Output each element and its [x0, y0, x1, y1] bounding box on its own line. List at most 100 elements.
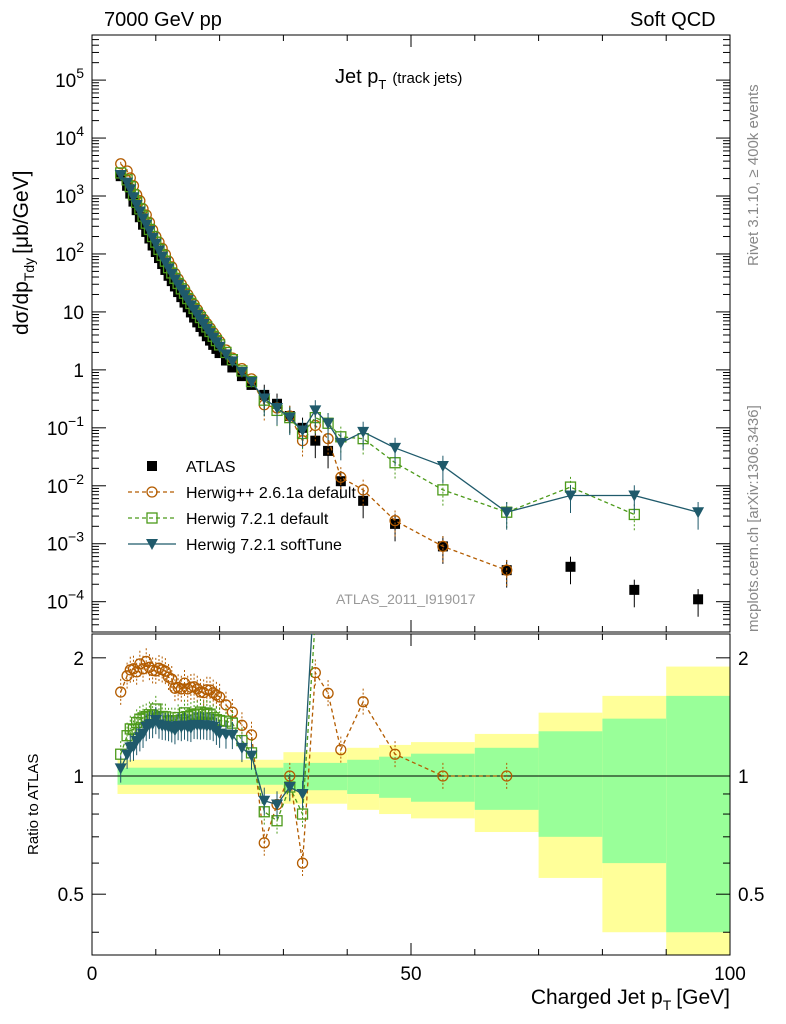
ratio-point — [178, 677, 191, 689]
ratio-point — [502, 378, 512, 388]
ratio-point — [226, 706, 239, 718]
data-point — [165, 269, 178, 281]
data-point — [296, 425, 309, 437]
ratio-point — [121, 730, 133, 742]
band-green — [347, 759, 380, 794]
ratio-point — [322, 687, 334, 699]
y-tick-label: 1 — [73, 361, 84, 382]
y-tick-label: 104 — [55, 123, 84, 150]
data-point — [389, 442, 402, 454]
band-green — [602, 718, 667, 864]
data-point — [219, 349, 232, 361]
process-label: Soft QCD — [630, 9, 716, 31]
ratio-point — [115, 686, 127, 698]
ratio-point — [389, 748, 401, 760]
ratio-point — [283, 782, 296, 794]
ratio-point — [501, 770, 513, 782]
data-point — [169, 281, 180, 292]
band-green — [379, 756, 411, 798]
ratio-tick-label-right: 1 — [738, 767, 749, 788]
x-tick-label: 100 — [714, 964, 746, 985]
ratio-tick-label-right: 2 — [738, 649, 749, 670]
data-point — [152, 245, 165, 257]
ratio-point — [310, 615, 320, 625]
data-point — [140, 219, 153, 231]
data-point — [220, 355, 231, 366]
ratio-point — [501, 378, 513, 389]
data-point — [564, 490, 577, 502]
band-green — [283, 762, 348, 791]
ratio-point — [438, 388, 448, 398]
legend-label: Herwig 7.2.1 softTune — [186, 537, 342, 554]
ratio-point — [245, 750, 258, 762]
data-point — [160, 264, 171, 275]
ratio-point — [628, 132, 640, 143]
legend-label: Herwig 7.2.1 default — [186, 511, 329, 528]
data-point — [226, 356, 239, 368]
data-point — [157, 259, 168, 270]
x-axis-label: Charged Jet pT [GeV] — [531, 986, 730, 1013]
ratio-point — [437, 226, 449, 237]
data-point — [133, 206, 146, 218]
data-point — [436, 460, 449, 472]
ratio-point — [629, 260, 639, 270]
data-point — [357, 426, 370, 438]
ratio-point — [296, 857, 309, 869]
data-point — [258, 393, 271, 405]
y-tick-label: 10−2 — [47, 471, 84, 498]
ratio-point — [323, 584, 333, 594]
ratio-tick-label: 2 — [73, 649, 84, 670]
data-point — [335, 471, 347, 483]
legend-label: ATLAS — [186, 459, 236, 476]
legend-marker — [146, 486, 158, 498]
band-green — [538, 731, 603, 837]
data-point — [357, 484, 369, 496]
ratio-point — [357, 304, 369, 315]
ratio-point — [309, 566, 321, 577]
data-point — [156, 251, 169, 263]
data-point — [130, 199, 143, 211]
ratio-point — [357, 696, 369, 708]
data-point — [146, 232, 159, 244]
data-point — [322, 418, 335, 430]
data-point — [144, 233, 155, 244]
data-point — [500, 507, 513, 519]
legend-marker — [146, 512, 158, 524]
ratio-point — [335, 744, 347, 756]
ratio-point — [159, 665, 172, 677]
ratio-point — [296, 808, 309, 820]
data-point — [127, 192, 140, 204]
legend-marker — [146, 539, 158, 550]
data-point — [141, 226, 152, 237]
ratio-point — [358, 350, 368, 360]
series-main-3 — [114, 170, 705, 530]
ratio-point — [309, 667, 321, 679]
data-point — [245, 376, 258, 388]
ratio-point — [566, 231, 576, 241]
ratio-point — [271, 799, 284, 811]
data-point — [565, 561, 576, 572]
y-tick-label: 102 — [55, 239, 84, 266]
ratio-point — [213, 691, 226, 703]
ratio-point — [226, 729, 239, 741]
data-point — [628, 490, 641, 502]
data-point — [163, 270, 174, 281]
uncertainty-bands — [117, 666, 730, 955]
data-point — [150, 247, 161, 258]
series-ratio-1 — [115, 648, 513, 878]
series-main-2 — [115, 167, 640, 532]
y-tick-label: 10 — [63, 303, 84, 324]
ratio-point — [322, 584, 334, 595]
ratio-point — [140, 655, 152, 668]
data-point — [149, 238, 162, 250]
series-ratio-3 — [114, 132, 640, 819]
ratio-point — [437, 770, 449, 782]
y-tick-label: 103 — [55, 181, 84, 208]
legend-marker — [147, 461, 157, 471]
legend-label: Herwig++ 2.6.1a default — [186, 485, 356, 502]
data-point — [121, 177, 134, 189]
ratio-point — [114, 763, 127, 775]
band-green — [411, 753, 475, 802]
data-point — [693, 594, 704, 605]
